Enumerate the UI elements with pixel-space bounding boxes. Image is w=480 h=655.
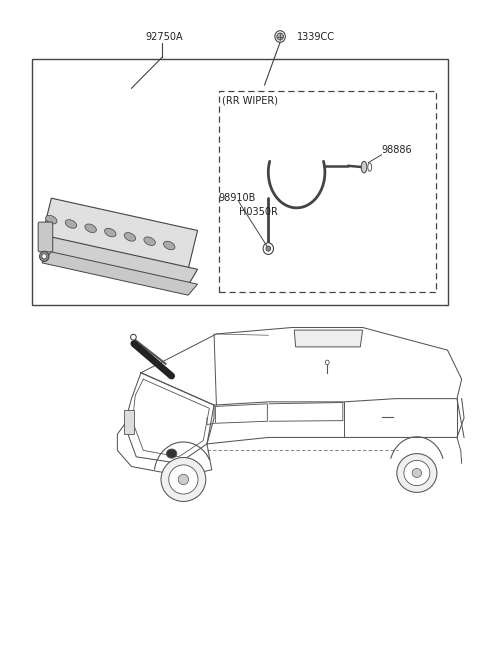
FancyBboxPatch shape <box>38 222 53 252</box>
Ellipse shape <box>65 219 77 228</box>
Text: 98886: 98886 <box>382 145 412 155</box>
Ellipse shape <box>325 360 329 365</box>
Ellipse shape <box>167 449 177 458</box>
Text: 92750A: 92750A <box>145 31 183 42</box>
Ellipse shape <box>39 252 49 261</box>
Ellipse shape <box>42 253 47 259</box>
Polygon shape <box>42 252 198 295</box>
Polygon shape <box>42 237 198 286</box>
Ellipse shape <box>361 161 367 173</box>
Bar <box>219 92 436 292</box>
Bar <box>33 59 447 305</box>
Ellipse shape <box>164 241 175 250</box>
Ellipse shape <box>131 334 136 340</box>
Text: 1339CC: 1339CC <box>297 31 335 42</box>
Text: 98910B: 98910B <box>219 193 256 204</box>
Ellipse shape <box>105 229 116 237</box>
Text: (RR WIPER): (RR WIPER) <box>222 95 278 105</box>
Ellipse shape <box>124 233 136 241</box>
Ellipse shape <box>263 243 274 254</box>
Ellipse shape <box>161 457 206 502</box>
Ellipse shape <box>368 163 372 172</box>
Ellipse shape <box>397 454 437 493</box>
Bar <box>124 409 134 434</box>
Polygon shape <box>294 330 362 347</box>
Ellipse shape <box>85 224 96 233</box>
Text: H0350R: H0350R <box>239 207 278 217</box>
Ellipse shape <box>412 468 421 477</box>
Ellipse shape <box>404 460 430 485</box>
Ellipse shape <box>46 215 57 224</box>
Ellipse shape <box>275 31 285 43</box>
Ellipse shape <box>266 246 271 252</box>
Ellipse shape <box>169 465 198 494</box>
Ellipse shape <box>178 474 189 485</box>
Polygon shape <box>42 198 198 269</box>
Ellipse shape <box>144 237 156 246</box>
Ellipse shape <box>277 33 283 40</box>
